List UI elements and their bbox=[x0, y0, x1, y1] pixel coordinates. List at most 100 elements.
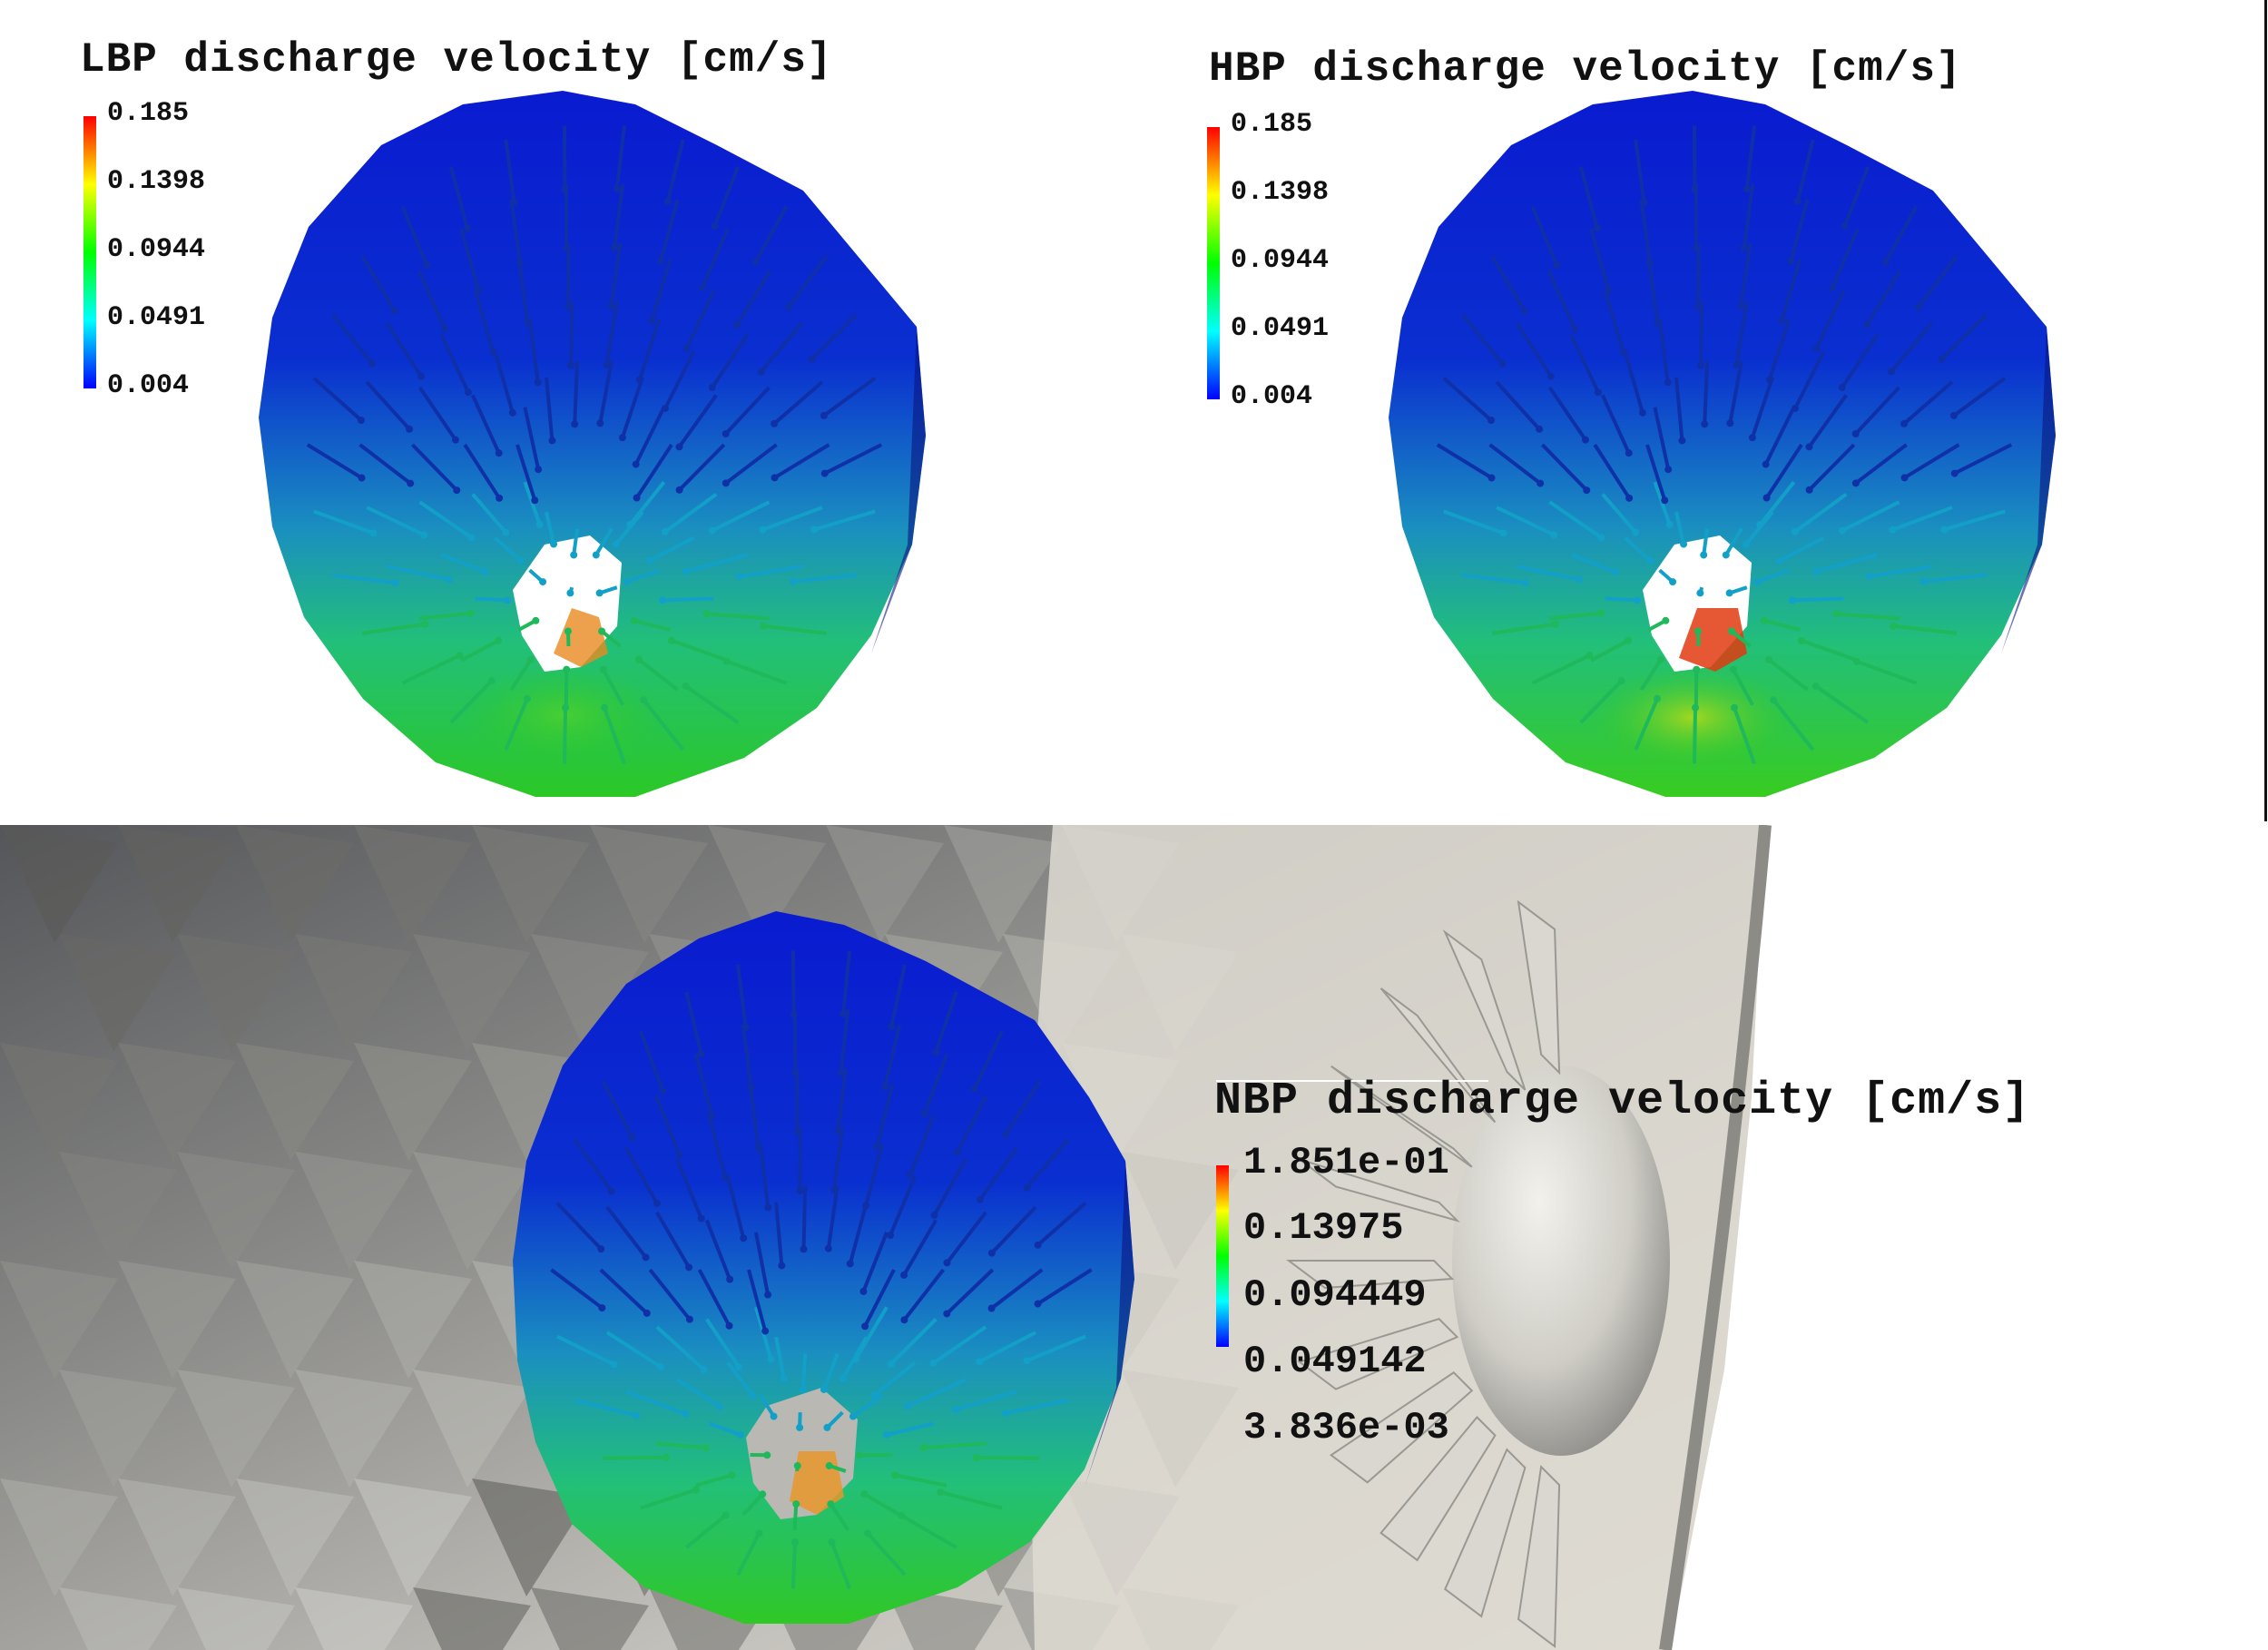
velocity-arrow bbox=[1589, 228, 1611, 291]
mesh-triangle bbox=[59, 934, 177, 1052]
velocity-arrow-head bbox=[1586, 652, 1594, 660]
mesh-triangle bbox=[118, 1478, 236, 1596]
velocity-arrow bbox=[493, 350, 515, 414]
nbp-disc-side bbox=[1085, 1161, 1134, 1488]
mesh-triangle bbox=[590, 825, 708, 943]
velocity-arrow-head bbox=[595, 589, 604, 597]
velocity-arrow-head bbox=[1678, 437, 1686, 445]
velocity-arrow bbox=[572, 528, 580, 555]
velocity-arrow-head bbox=[675, 443, 683, 451]
velocity-arrow bbox=[417, 270, 447, 330]
nbp-velocity-arrows bbox=[550, 950, 1093, 1590]
fin bbox=[1329, 1370, 1474, 1484]
velocity-arrow-head bbox=[1762, 460, 1770, 468]
velocity-arrow-head bbox=[760, 622, 768, 630]
velocity-arrow bbox=[494, 536, 522, 563]
velocity-arrow-head bbox=[445, 575, 453, 584]
velocity-arrow-head bbox=[1914, 303, 1922, 311]
velocity-arrow-head bbox=[1617, 677, 1625, 685]
velocity-arrow-head bbox=[420, 531, 428, 539]
velocity-arrow-head bbox=[685, 1263, 693, 1272]
velocity-arrow bbox=[848, 1202, 869, 1264]
velocity-arrow bbox=[1952, 376, 2007, 417]
velocity-arrow-head bbox=[1940, 525, 1949, 534]
hbp-title: HBP discharge velocity [cm/s] bbox=[1209, 45, 1962, 93]
velocity-arrow bbox=[707, 1115, 728, 1178]
velocity-arrow-head bbox=[675, 486, 683, 494]
velocity-arrow-head bbox=[972, 1454, 980, 1462]
velocity-arrow bbox=[1734, 301, 1749, 366]
velocity-arrow bbox=[841, 950, 852, 1015]
velocity-arrow-head bbox=[891, 1471, 899, 1479]
velocity-arrow bbox=[638, 1030, 665, 1092]
velocity-arrow-head bbox=[1662, 616, 1670, 624]
velocity-arrow-head bbox=[820, 1385, 828, 1393]
velocity-arrow bbox=[1653, 481, 1672, 525]
velocity-arrow-head bbox=[1949, 411, 1958, 419]
velocity-arrow bbox=[633, 406, 666, 466]
mesh-triangle bbox=[177, 1587, 295, 1650]
velocity-arrow-head bbox=[1694, 303, 1703, 311]
velocity-arrow-head bbox=[628, 1134, 636, 1142]
velocity-arrow bbox=[648, 535, 695, 563]
velocity-arrow-head bbox=[764, 1291, 772, 1299]
velocity-arrow bbox=[923, 1053, 949, 1115]
velocity-arrow bbox=[1763, 618, 1801, 632]
velocity-arrow bbox=[945, 1211, 987, 1264]
velocity-arrow-head bbox=[800, 1245, 808, 1253]
fin bbox=[1330, 1065, 1473, 1168]
velocity-arrow-head bbox=[1743, 185, 1751, 193]
lbp-colorbar-max: 0.185 bbox=[107, 98, 190, 129]
velocity-arrow bbox=[417, 386, 457, 441]
velocity-arrow bbox=[675, 1159, 703, 1220]
velocity-arrow bbox=[1548, 500, 1603, 539]
velocity-arrow bbox=[1605, 596, 1638, 603]
velocity-arrow bbox=[600, 629, 622, 648]
velocity-arrow bbox=[706, 612, 771, 621]
velocity-arrow-head bbox=[466, 609, 475, 617]
mesh-triangle bbox=[472, 1478, 590, 1596]
velocity-arrow bbox=[861, 1232, 889, 1292]
velocity-arrow-head bbox=[489, 348, 497, 356]
velocity-arrow-head bbox=[1729, 665, 1737, 673]
velocity-arrow bbox=[792, 1503, 799, 1530]
velocity-arrow-head bbox=[566, 589, 574, 597]
velocity-arrow bbox=[1004, 1080, 1042, 1136]
velocity-arrow bbox=[902, 1268, 945, 1321]
velocity-arrow-head bbox=[1597, 534, 1605, 542]
velocity-arrow bbox=[708, 1421, 741, 1437]
velocity-arrow-head bbox=[1890, 622, 1898, 630]
velocity-arrow bbox=[527, 319, 540, 383]
velocity-arrow-head bbox=[1770, 696, 1778, 704]
velocity-arrow-head bbox=[754, 1144, 762, 1152]
velocity-arrow-head bbox=[1762, 494, 1771, 502]
velocity-arrow bbox=[1808, 443, 1856, 492]
velocity-arrow bbox=[1778, 535, 1825, 563]
velocity-arrow-head bbox=[535, 521, 544, 529]
velocity-arrow-head bbox=[648, 317, 656, 325]
mesh-triangle bbox=[118, 1043, 236, 1161]
velocity-arrow bbox=[760, 321, 804, 373]
velocity-arrow-head bbox=[659, 1086, 667, 1095]
velocity-arrow-head bbox=[1950, 469, 1959, 477]
velocity-arrow-head bbox=[792, 1500, 800, 1508]
velocity-arrow-head bbox=[504, 596, 512, 604]
velocity-arrow bbox=[1856, 659, 1918, 685]
velocity-arrow bbox=[605, 1205, 648, 1259]
velocity-arrow bbox=[1590, 638, 1630, 663]
velocity-arrow-head bbox=[764, 1203, 772, 1212]
velocity-arrow-head bbox=[596, 419, 604, 427]
velocity-arrow-head bbox=[1661, 496, 1669, 505]
mesh-triangle bbox=[885, 1587, 1003, 1650]
velocity-arrow-head bbox=[699, 283, 707, 291]
velocity-arrow-head bbox=[406, 425, 414, 433]
velocity-arrow-head bbox=[1693, 244, 1701, 252]
velocity-arrow-head bbox=[682, 683, 690, 691]
velocity-arrow-head bbox=[467, 534, 476, 542]
velocity-arrow-head bbox=[1919, 577, 1928, 585]
fin bbox=[1297, 1318, 1459, 1390]
velocity-arrow bbox=[1634, 697, 1659, 751]
velocity-arrow-head bbox=[722, 1174, 730, 1182]
velocity-arrow-head bbox=[1805, 486, 1813, 494]
velocity-arrow-head bbox=[1023, 1357, 1031, 1365]
